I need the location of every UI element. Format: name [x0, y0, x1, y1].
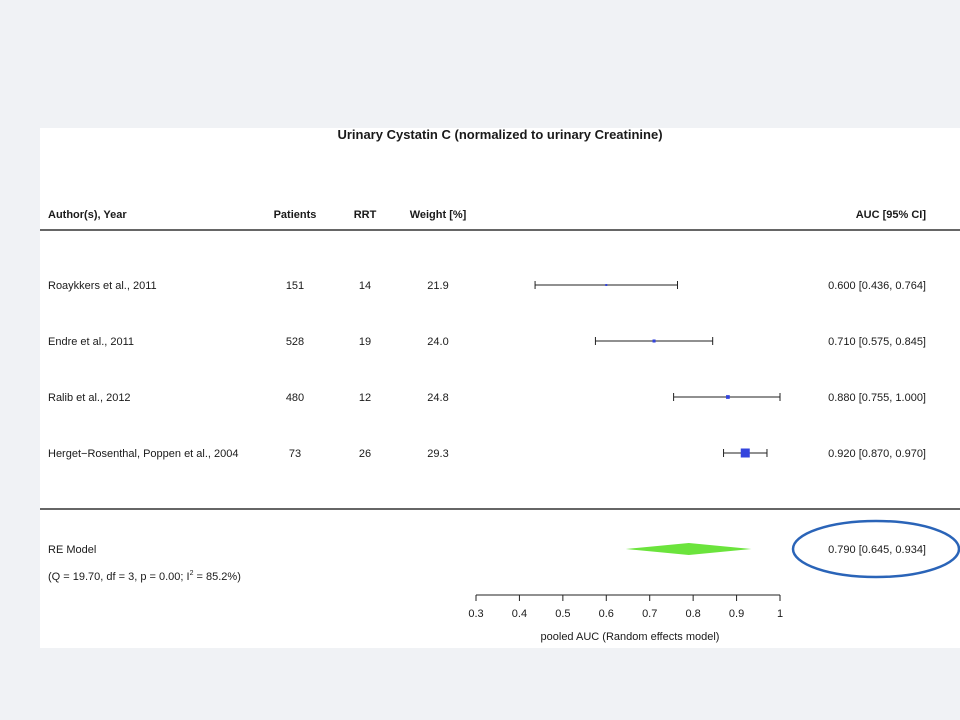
study-rrt: 19 [359, 336, 371, 348]
header-weight: Weight [%] [410, 209, 467, 221]
study-author: Endre et al., 2011 [48, 336, 134, 348]
summary-label: RE Model [48, 544, 96, 556]
x-tick-label: 0.8 [685, 608, 700, 620]
study-patients: 73 [289, 448, 301, 460]
point-estimate [726, 395, 730, 399]
x-tick-label: 0.7 [642, 608, 657, 620]
study-rows: Roaykkers et al., 2011 151 14 21.9 0.600 [0.… [48, 280, 926, 460]
x-tick-label: 0.5 [555, 608, 570, 620]
study-auc-ci: 0.880 [0.755, 1.000] [828, 392, 926, 404]
study-patients: 151 [286, 280, 304, 292]
summary-diamond [625, 543, 752, 555]
x-tick-label: 0.6 [599, 608, 614, 620]
chart-title: Urinary Cystatin C (normalized to urinar… [337, 128, 662, 142]
x-tick-label: 0.9 [729, 608, 744, 620]
study-author: Ralib et al., 2012 [48, 392, 131, 404]
study-rrt: 26 [359, 448, 371, 460]
heterogeneity-stats: (Q = 19.70, df = 3, p = 0.00; I2 = 85.2%… [48, 570, 241, 583]
study-row: Herget−Rosenthal, Poppen et al., 2004 73 2… [48, 448, 926, 460]
summary-auc-ci: 0.790 [0.645, 0.934] [828, 544, 926, 556]
header-author: Author(s), Year [48, 209, 127, 221]
forest-plot-panel: Urinary Cystatin C (normalized to urinar… [40, 128, 960, 648]
study-weight: 24.8 [427, 392, 448, 404]
study-weight: 24.0 [427, 336, 448, 348]
study-patients: 528 [286, 336, 304, 348]
header-rrt: RRT [354, 209, 377, 221]
study-auc-ci: 0.710 [0.575, 0.845] [828, 336, 926, 348]
header-auc-ci: AUC [95% CI] [856, 209, 927, 221]
study-rrt: 14 [359, 280, 371, 292]
study-auc-ci: 0.600 [0.436, 0.764] [828, 280, 926, 292]
point-estimate [740, 448, 750, 458]
study-row: Roaykkers et al., 2011 151 14 21.9 0.600 [0.… [48, 280, 926, 292]
x-tick-label: 0.3 [468, 608, 483, 620]
study-weight: 29.3 [427, 448, 448, 460]
point-estimate [605, 284, 608, 286]
study-author: Roaykkers et al., 2011 [48, 280, 157, 292]
forest-plot: Urinary Cystatin C (normalized to urinar… [40, 128, 960, 643]
x-tick-label: 1 [777, 608, 783, 620]
study-weight: 21.9 [427, 280, 448, 292]
study-row: Endre et al., 2011 528 19 24.0 0.710 [0.575,… [48, 336, 926, 348]
x-axis: 0.3 0.4 0.5 0.6 0.7 0.8 0.9 1 [468, 594, 783, 620]
header-patients: Patients [274, 209, 317, 221]
study-author: Herget−Rosenthal, Poppen et al., 2004 [48, 448, 239, 460]
study-rrt: 12 [359, 392, 371, 404]
study-patients: 480 [286, 392, 304, 404]
study-auc-ci: 0.920 [0.870, 0.970] [828, 448, 926, 460]
point-estimate [652, 339, 656, 343]
x-axis-label: pooled AUC (Random effects model) [541, 631, 720, 643]
x-tick-label: 0.4 [512, 608, 527, 620]
study-row: Ralib et al., 2012 480 12 24.8 0.880 [0.755,… [48, 392, 926, 404]
